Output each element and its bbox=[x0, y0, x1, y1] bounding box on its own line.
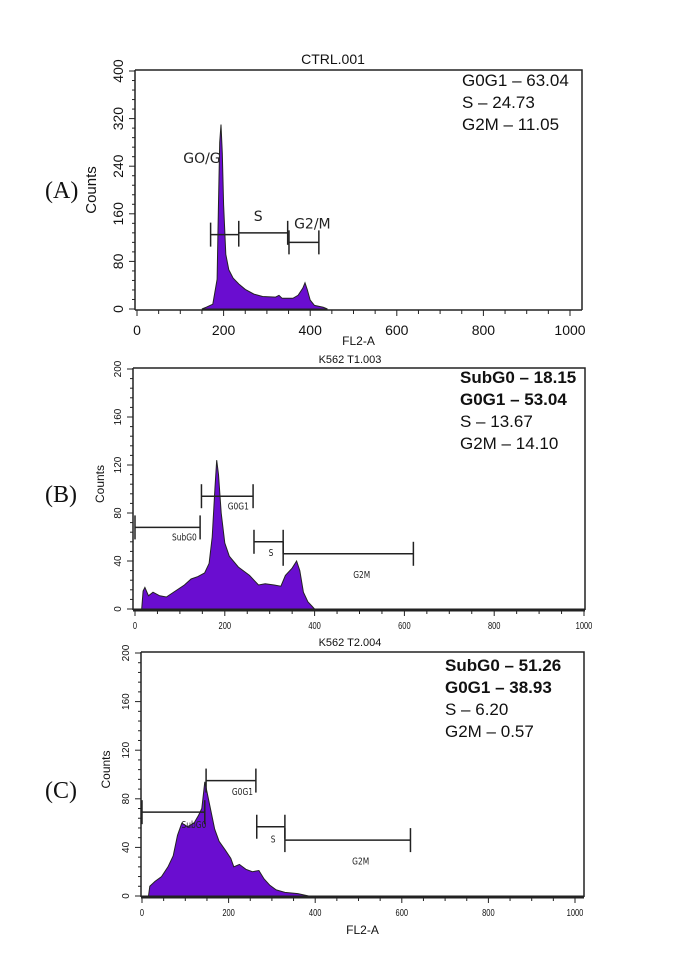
x-tick-label: 400 bbox=[308, 620, 321, 631]
y-axis-label: Counts bbox=[83, 166, 100, 214]
phase-percentage: G2M – 11.05 bbox=[462, 115, 559, 134]
phase-percentage: SubG0 – 51.26 bbox=[445, 656, 561, 675]
phase-percentage: G2M – 0.57 bbox=[445, 722, 534, 741]
y-tick-label: 240 bbox=[110, 154, 126, 178]
x-axis-label: FL2-A bbox=[342, 334, 375, 348]
y-tick-label: 40 bbox=[113, 555, 124, 567]
x-tick-label: 200 bbox=[219, 620, 232, 631]
gate-label: S bbox=[271, 835, 276, 846]
gate-label: S bbox=[269, 548, 274, 559]
gate-label: SubG0 bbox=[172, 533, 197, 544]
gate-label: G0G1 bbox=[232, 787, 253, 798]
y-tick-label: 0 bbox=[110, 305, 126, 313]
plot-frame bbox=[133, 367, 586, 610]
y-tick-label: 160 bbox=[110, 202, 126, 226]
phase-percentage: S – 6.20 bbox=[445, 700, 508, 719]
histogram-panel-c: (C) K562 T2.004 0 200 400 600 800 1000 0 40 80 120 1… bbox=[45, 637, 585, 937]
gate-label: G2M bbox=[352, 856, 369, 867]
histogram-area bbox=[141, 460, 316, 610]
gate-label: GO/G bbox=[183, 151, 220, 167]
y-tick-label: 80 bbox=[113, 507, 124, 519]
gate-label: SubG0 bbox=[182, 820, 207, 831]
gate-marker: G2M bbox=[282, 541, 415, 581]
x-tick-label: 0 bbox=[133, 620, 137, 631]
gate-marker: G0G1 bbox=[200, 484, 254, 513]
plot-frame bbox=[135, 69, 583, 310]
phase-percentage: S – 24.73 bbox=[462, 93, 535, 112]
histogram-area bbox=[201, 124, 328, 310]
y-axis-label: Counts bbox=[99, 750, 113, 788]
gate-marker: G0G1 bbox=[205, 768, 257, 799]
gate-marker: G2M bbox=[284, 828, 412, 868]
gate-marker: GO/G bbox=[183, 151, 240, 247]
chart-title: CTRL.001 bbox=[301, 51, 365, 67]
y-tick-label: 0 bbox=[121, 893, 132, 899]
x-tick-label: 0 bbox=[140, 907, 144, 918]
gate-marker: G2/M bbox=[288, 217, 331, 255]
phase-percentage: G0G1 – 38.93 bbox=[445, 678, 552, 697]
gate-label: G2/M bbox=[294, 217, 331, 233]
gate-marker: S bbox=[255, 814, 286, 846]
x-tick-label: 600 bbox=[385, 322, 409, 338]
y-tick-label: 120 bbox=[121, 741, 132, 758]
phase-percentage: SubG0 – 18.15 bbox=[460, 368, 576, 387]
y-tick-label: 120 bbox=[113, 456, 124, 473]
gate-marker: SubG0 bbox=[134, 515, 201, 544]
x-tick-label: 600 bbox=[398, 620, 411, 631]
y-tick-label: 320 bbox=[110, 107, 126, 131]
y-tick-label: 160 bbox=[113, 408, 124, 425]
histogram-panel-a: (A) CTRL.001 0 200 400 600 800 1000 0 80 160 240 320… bbox=[45, 51, 586, 348]
x-tick-label: 1000 bbox=[576, 620, 593, 631]
panel-label: (B) bbox=[45, 482, 77, 508]
x-tick-label: 600 bbox=[396, 907, 409, 918]
y-axis-label: Counts bbox=[93, 465, 107, 503]
gate-marker: S bbox=[253, 529, 284, 560]
x-tick-label: 1000 bbox=[554, 322, 585, 338]
x-axis-label: FL2-A bbox=[346, 923, 379, 937]
gate-label: S bbox=[254, 209, 263, 225]
x-tick-label: 200 bbox=[222, 907, 235, 918]
x-tick-label: 0 bbox=[133, 322, 141, 338]
y-tick-label: 160 bbox=[121, 693, 132, 710]
gate-marker: SubG0 bbox=[141, 800, 207, 831]
y-tick-label: 0 bbox=[113, 606, 124, 612]
x-tick-label: 800 bbox=[488, 620, 501, 631]
histogram-panel-b: (B) K562 T1.003 0 200 400 600 800 1000 0 40 80 120 1… bbox=[45, 354, 592, 631]
panel-label: (C) bbox=[45, 778, 77, 804]
chart-title: K562 T1.003 bbox=[319, 354, 382, 366]
y-tick-label: 40 bbox=[121, 841, 132, 853]
gate-label: G2M bbox=[353, 570, 370, 581]
x-tick-label: 200 bbox=[212, 322, 236, 338]
gate-marker: S bbox=[238, 209, 289, 245]
phase-percentage: G2M – 14.10 bbox=[460, 434, 558, 453]
panel-label: (A) bbox=[45, 178, 78, 204]
x-tick-label: 1000 bbox=[567, 907, 584, 918]
gate-label: G0G1 bbox=[228, 501, 249, 512]
plot-frame bbox=[141, 651, 585, 897]
x-tick-label: 800 bbox=[472, 322, 496, 338]
x-tick-label: 800 bbox=[482, 907, 495, 918]
y-tick-label: 200 bbox=[113, 360, 124, 377]
x-tick-label: 400 bbox=[309, 907, 322, 918]
x-tick-label: 400 bbox=[299, 322, 323, 338]
phase-percentage: G0G1 – 53.04 bbox=[460, 390, 567, 409]
y-tick-label: 200 bbox=[121, 644, 132, 661]
chart-title: K562 T2.004 bbox=[319, 637, 382, 649]
y-tick-label: 80 bbox=[110, 253, 126, 269]
y-tick-label: 80 bbox=[121, 793, 132, 805]
phase-percentage: S – 13.67 bbox=[460, 412, 533, 431]
histogram-area bbox=[148, 781, 309, 897]
phase-percentage: G0G1 – 63.04 bbox=[462, 71, 569, 90]
y-tick-label: 400 bbox=[110, 59, 126, 83]
